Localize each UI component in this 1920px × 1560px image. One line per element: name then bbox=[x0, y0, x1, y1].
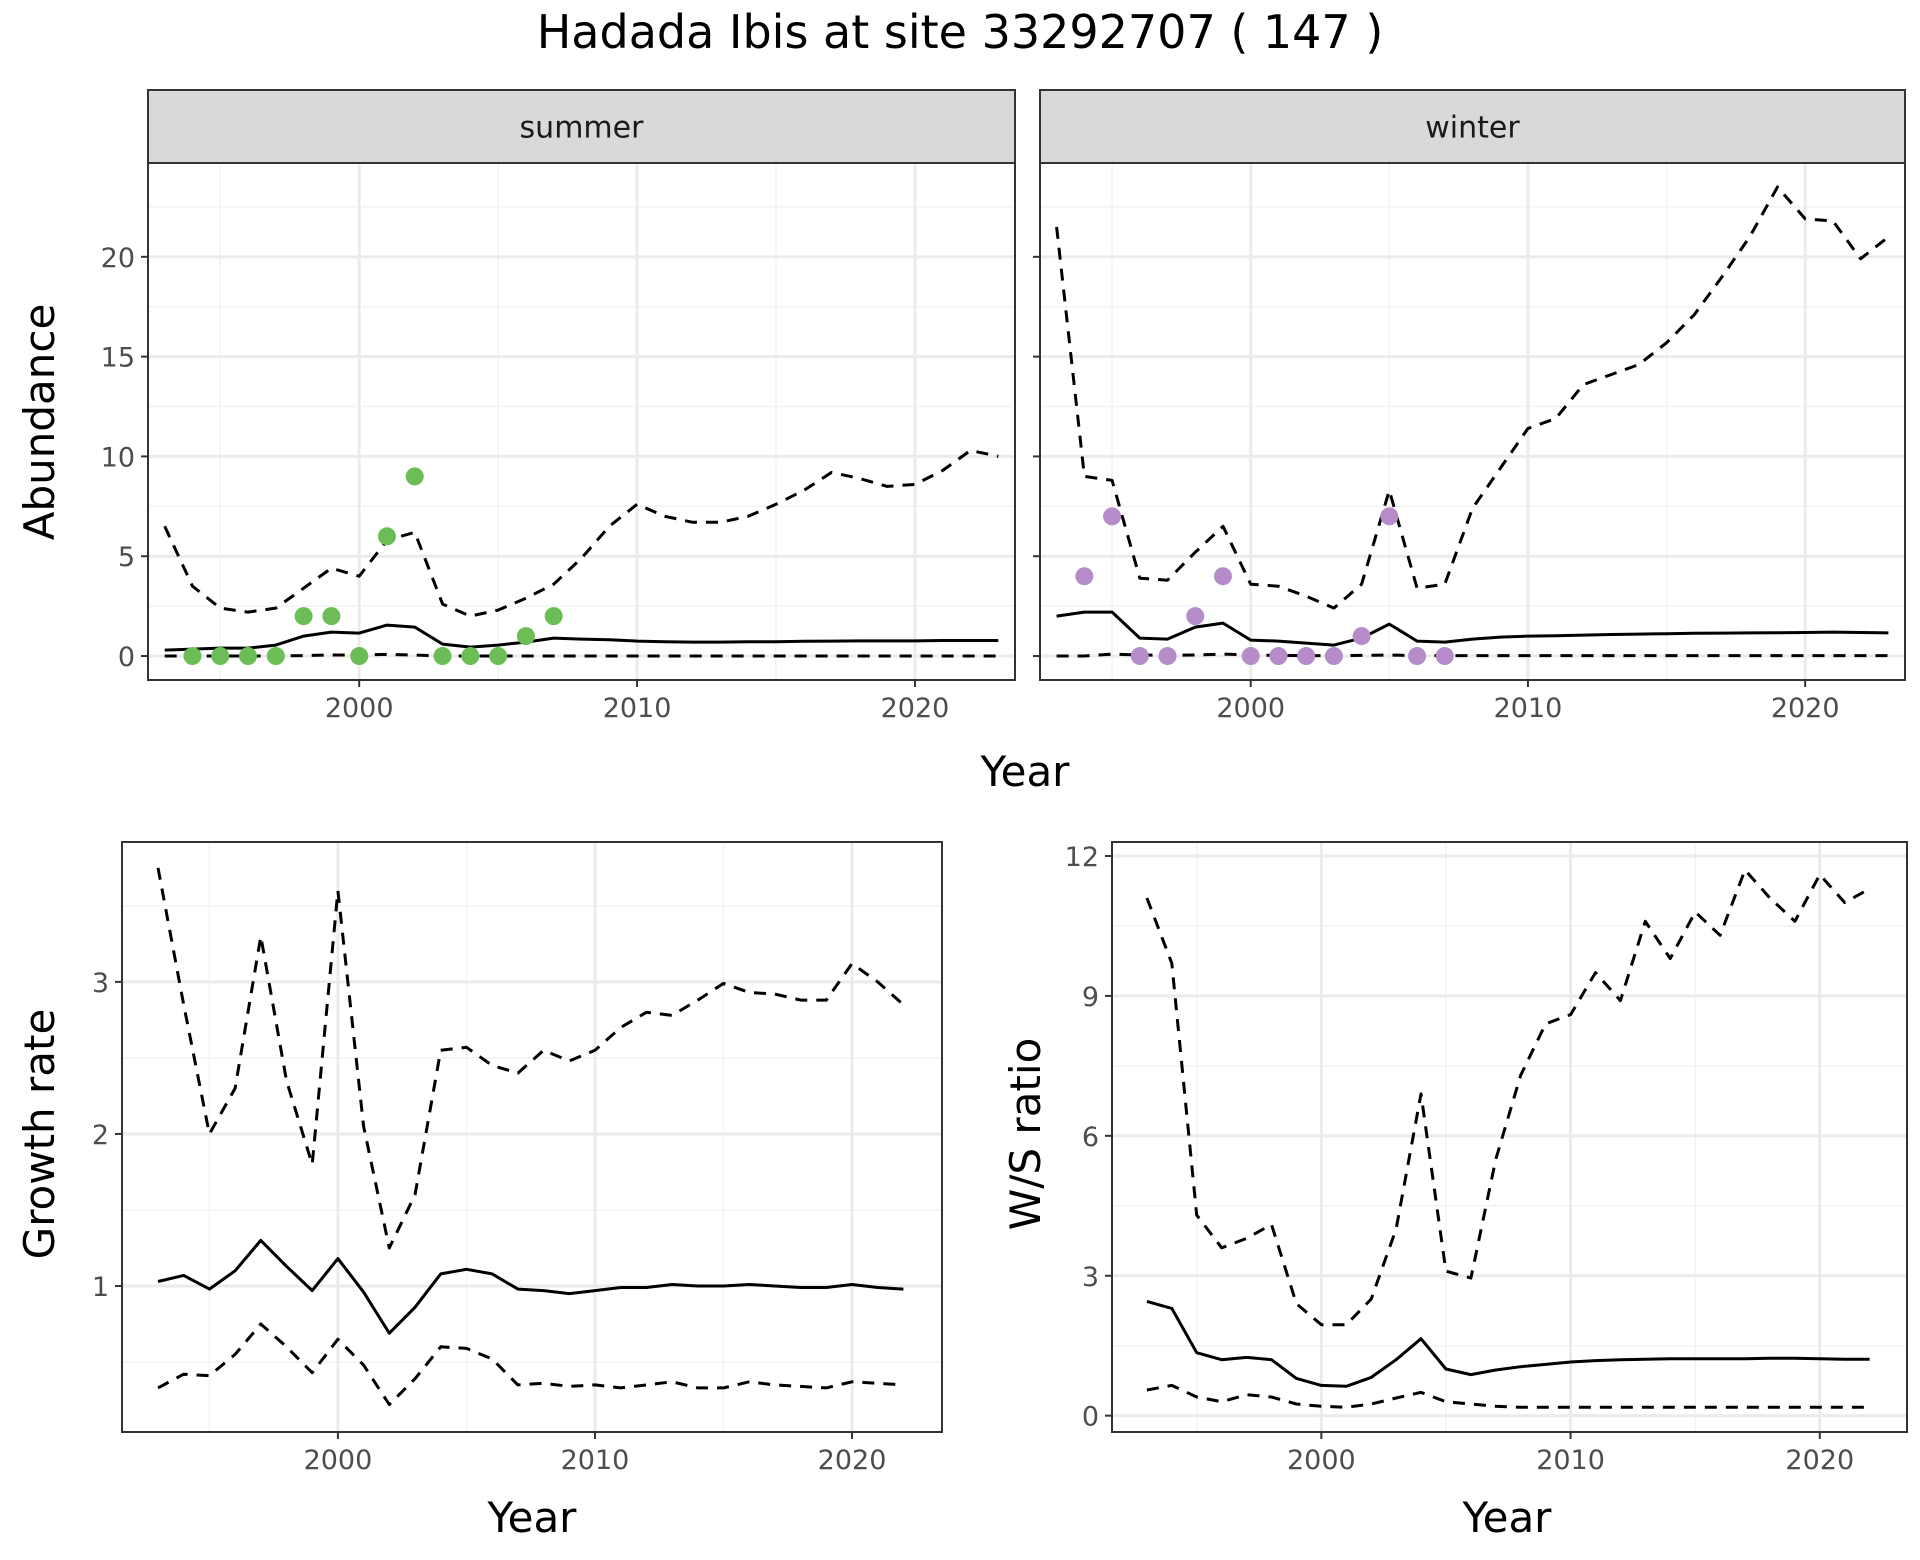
winter-observed-point bbox=[1186, 607, 1205, 626]
winter-estimate-line bbox=[1056, 610, 1889, 647]
summer-observed-point bbox=[433, 647, 452, 666]
winter-observed-point bbox=[1380, 507, 1399, 526]
summer-observed-point bbox=[322, 607, 341, 626]
growth-y-tick-label: 1 bbox=[92, 1272, 109, 1303]
summer-observed-point bbox=[183, 647, 202, 666]
summer-observed-point bbox=[377, 527, 396, 546]
ratio-y-tick-label: 12 bbox=[1065, 842, 1099, 873]
ratio-x-axis-title: Year bbox=[1462, 1493, 1553, 1542]
winter-facet-label: winter bbox=[1425, 111, 1520, 146]
ratio-x-tick-label: 2000 bbox=[1287, 1445, 1356, 1476]
summer-observed-point bbox=[516, 627, 535, 646]
growth-estimate-line bbox=[157, 1238, 904, 1335]
summer-observed-point bbox=[461, 647, 480, 666]
winter-observed-point bbox=[1435, 647, 1454, 666]
winter-observed-point bbox=[1297, 647, 1316, 666]
growth-panel-border bbox=[121, 841, 943, 1433]
ratio-y-tick-label: 6 bbox=[1082, 1122, 1099, 1153]
summer-facet-strip bbox=[147, 89, 1016, 164]
panel-growth-rate: 2000 2010 2020 1 2 3 bbox=[92, 841, 943, 1476]
winter-observed-point bbox=[1213, 567, 1232, 586]
growth-x-axis-title: Year bbox=[487, 1493, 578, 1542]
winter-facet-strip bbox=[1039, 89, 1906, 164]
winter-upper-line bbox=[1055, 185, 1890, 610]
summer-x-tick-label: 2010 bbox=[603, 693, 672, 724]
winter-observed-point bbox=[1241, 647, 1260, 666]
growth-x-tick-label: 2000 bbox=[304, 1445, 373, 1476]
panel-ws-ratio: 2000 2010 2020 0 3 6 9 12 bbox=[1065, 841, 1908, 1476]
growth-upper-line bbox=[156, 867, 905, 1250]
summer-observed-point bbox=[350, 647, 369, 666]
ratio-upper-line bbox=[1145, 868, 1871, 1327]
winter-observed-point bbox=[1130, 647, 1149, 666]
ratio-y-axis-title: W/S ratio bbox=[1001, 1038, 1050, 1231]
growth-y-tick-label: 3 bbox=[92, 968, 109, 999]
summer-observed-point bbox=[266, 647, 285, 666]
summer-observed-point bbox=[489, 647, 508, 666]
summer-upper-line bbox=[163, 448, 999, 618]
summer-y-tick-label: 10 bbox=[101, 442, 135, 473]
summer-observed-point bbox=[294, 607, 313, 626]
panel-winter: 2000 2010 2020 winter bbox=[1033, 89, 1906, 724]
top-x-axis-title: Year bbox=[980, 747, 1071, 796]
summer-observed-point bbox=[544, 607, 563, 626]
summer-estimate-line bbox=[164, 623, 999, 652]
summer-plot-background bbox=[148, 163, 1015, 680]
winter-observed-point bbox=[1103, 507, 1122, 526]
winter-observed-point bbox=[1352, 627, 1371, 646]
growth-y-tick-label: 2 bbox=[92, 1120, 109, 1151]
growth-plot-background bbox=[122, 842, 942, 1432]
ratio-x-tick-label: 2020 bbox=[1785, 1445, 1854, 1476]
summer-y-tick-label: 0 bbox=[118, 642, 135, 673]
winter-x-tick-label: 2000 bbox=[1216, 693, 1285, 724]
ratio-estimate-line bbox=[1146, 1299, 1870, 1388]
summer-lower-line bbox=[164, 652, 999, 658]
figure-title: Hadada Ibis at site 33292707 ( 147 ) bbox=[537, 5, 1384, 59]
winter-plot-background bbox=[1040, 163, 1905, 680]
summer-y-tick-label: 15 bbox=[101, 343, 135, 374]
growth-x-tick-label: 2010 bbox=[561, 1445, 630, 1476]
summer-observed-point bbox=[211, 647, 230, 666]
growth-y-axis-title: Growth rate bbox=[15, 1009, 64, 1260]
ratio-lower-line bbox=[1146, 1383, 1870, 1409]
winter-lower-line bbox=[1056, 652, 1889, 658]
summer-y-tick-label: 5 bbox=[118, 542, 135, 573]
ratio-y-tick-label: 3 bbox=[1082, 1262, 1099, 1293]
winter-observed-point bbox=[1075, 567, 1094, 586]
winter-x-tick-label: 2020 bbox=[1771, 693, 1840, 724]
ratio-y-tick-label: 0 bbox=[1082, 1402, 1099, 1433]
summer-observed-point bbox=[239, 647, 258, 666]
ratio-y-tick-label: 9 bbox=[1082, 982, 1099, 1013]
panel-summer: 2000 2010 2020 0 5 10 15 20 summer bbox=[101, 89, 1016, 724]
winter-x-tick-label: 2010 bbox=[1494, 693, 1563, 724]
winter-observed-point bbox=[1269, 647, 1288, 666]
growth-lower-line bbox=[157, 1322, 904, 1407]
winter-observed-point bbox=[1408, 647, 1427, 666]
summer-y-axis-title: Abundance bbox=[15, 304, 64, 541]
ratio-x-tick-label: 2010 bbox=[1536, 1445, 1605, 1476]
summer-facet-label: summer bbox=[520, 111, 645, 146]
growth-x-tick-label: 2020 bbox=[818, 1445, 887, 1476]
winter-observed-point bbox=[1324, 647, 1343, 666]
summer-observed-point bbox=[405, 467, 424, 486]
winter-observed-point bbox=[1158, 647, 1177, 666]
summer-x-tick-label: 2020 bbox=[881, 693, 950, 724]
summer-x-tick-label: 2000 bbox=[325, 693, 394, 724]
summer-y-tick-label: 20 bbox=[101, 243, 135, 274]
ratio-panel-border bbox=[1111, 841, 1908, 1433]
